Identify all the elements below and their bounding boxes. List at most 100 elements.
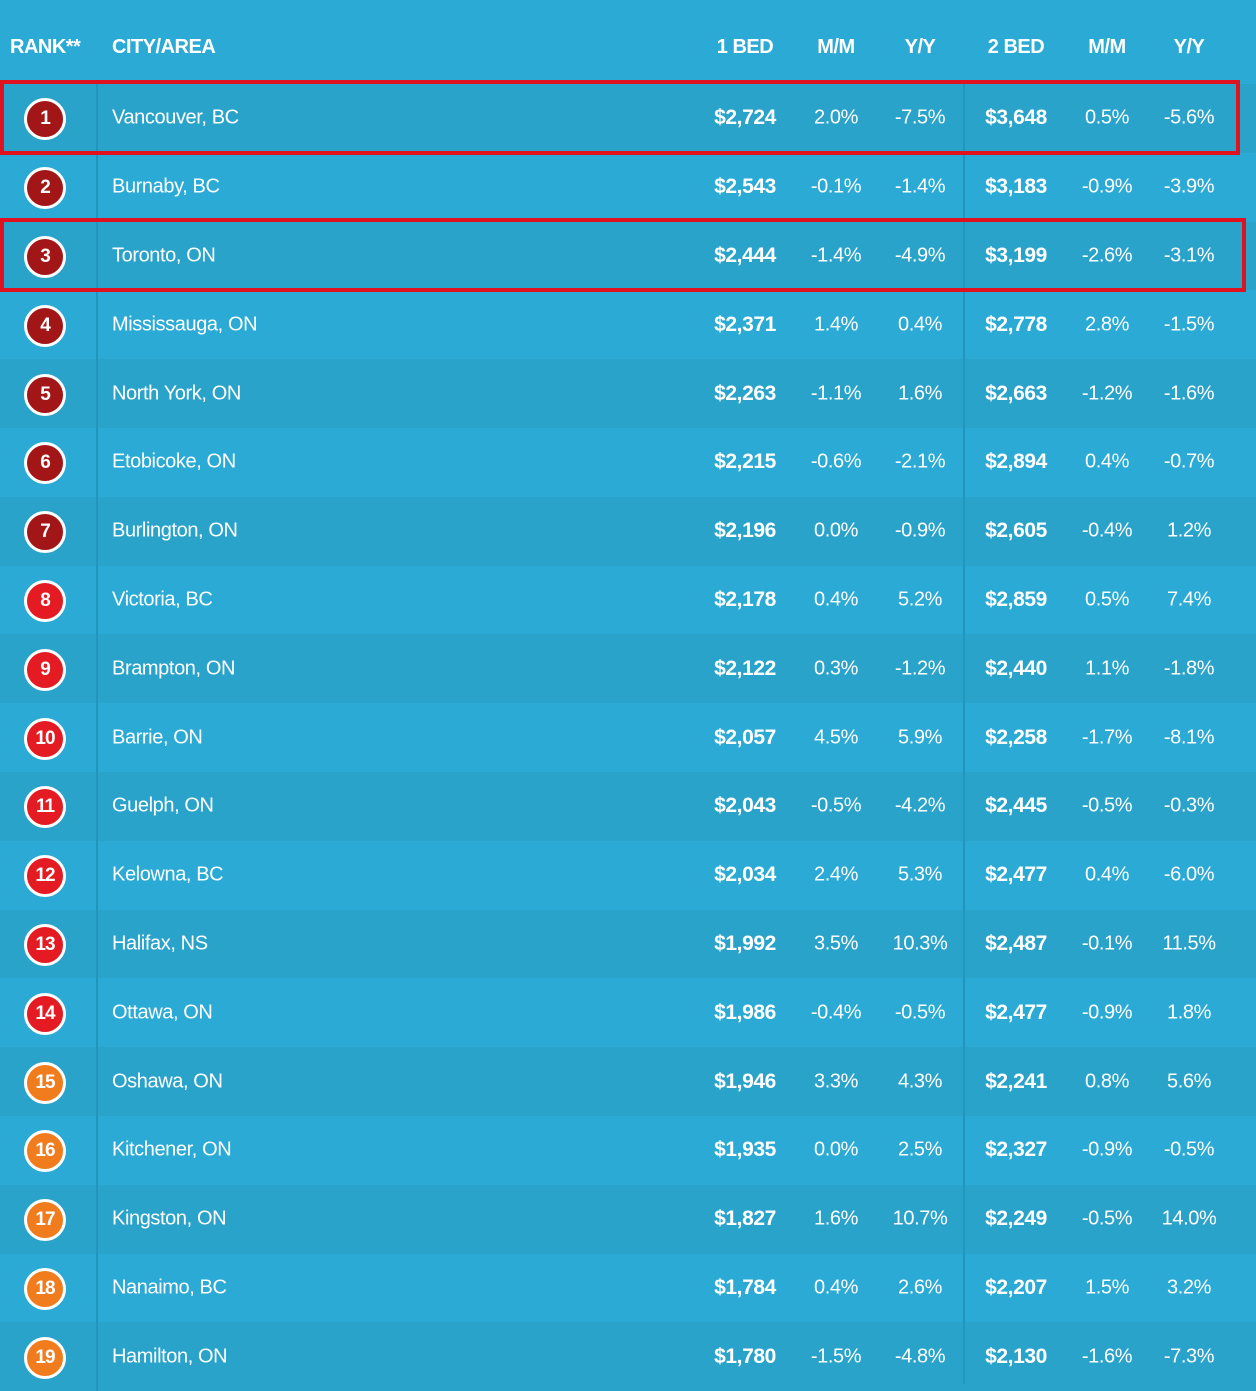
one-bed-month-change: 0.4% (814, 588, 858, 611)
rank-badge: 15 (24, 1061, 66, 1104)
table-row: 5 North York, ON $2,263 -1.1% 1.6% $2,663 -1.2… (0, 359, 1256, 428)
rank-badge: 8 (24, 579, 66, 622)
one-bed-year-change: -4.2% (894, 794, 946, 817)
header-city: CITY/AREA (112, 36, 216, 58)
one-bed-year-change: 4.3% (898, 1070, 942, 1093)
city-name: Burlington, ON (112, 519, 238, 542)
city-name: Toronto, ON (112, 244, 216, 267)
rank-cell: 6 (0, 428, 98, 497)
two-bed-rent: $3,199 (985, 243, 1047, 267)
header-2-bed: 2 BED (987, 36, 1045, 58)
two-bed-month-change: -0.9% (1081, 175, 1133, 198)
rank-cell: 15 (0, 1047, 98, 1116)
two-bed-month-change: 0.5% (1085, 106, 1129, 129)
two-bed-rent: $3,648 (985, 106, 1047, 130)
two-bed-rent: $2,663 (985, 381, 1047, 405)
one-bed-year-change: -1.4% (894, 175, 946, 198)
one-bed-month-change: -1.5% (810, 1345, 862, 1368)
two-bed-month-change: -0.9% (1081, 1001, 1133, 1024)
header-yy-2: Y/Y (1173, 36, 1205, 58)
two-bed-month-change: 0.5% (1085, 588, 1129, 611)
two-bed-month-change: -2.6% (1081, 244, 1133, 267)
one-bed-month-change: -0.6% (810, 450, 862, 473)
header-1-bed: 1 BED (716, 36, 774, 58)
one-bed-rent: $1,946 (714, 1069, 776, 1093)
two-bed-rent: $2,894 (985, 450, 1047, 474)
one-bed-year-change: 10.7% (892, 1207, 948, 1230)
rank-cell: 12 (0, 840, 98, 910)
one-bed-rent: $2,122 (714, 656, 776, 680)
two-bed-year-change: -5.6% (1163, 106, 1215, 129)
rank-cell: 5 (0, 359, 98, 428)
rank-badge: 6 (24, 442, 66, 485)
city-name: Ottawa, ON (112, 1001, 213, 1024)
one-bed-year-change: 2.6% (898, 1276, 942, 1299)
one-bed-month-change: 4.5% (814, 726, 858, 749)
one-bed-year-change: -7.5% (894, 106, 946, 129)
one-bed-year-change: 5.3% (898, 863, 942, 886)
two-bed-year-change: 1.2% (1167, 519, 1211, 542)
column-divider (963, 84, 965, 1384)
one-bed-year-change: 5.9% (898, 726, 942, 749)
table-row: 8 Victoria, BC $2,178 0.4% 5.2% $2,859 0.5% 7.4… (0, 565, 1256, 635)
two-bed-month-change: -1.6% (1081, 1345, 1133, 1368)
table-row: 1 Vancouver, BC $2,724 2.0% -7.5% $3,648 0.5% -… (0, 84, 1256, 153)
rank-cell: 9 (0, 634, 98, 704)
two-bed-year-change: 7.4% (1167, 588, 1211, 611)
two-bed-year-change: 11.5% (1162, 932, 1216, 955)
rank-badge: 5 (24, 373, 66, 416)
one-bed-rent: $2,724 (714, 106, 776, 130)
two-bed-rent: $2,487 (985, 931, 1047, 955)
rank-badge: 17 (24, 1199, 66, 1242)
one-bed-rent: $2,263 (714, 381, 776, 405)
two-bed-year-change: -1.6% (1163, 382, 1215, 405)
one-bed-month-change: 0.4% (814, 1276, 858, 1299)
two-bed-rent: $2,440 (985, 656, 1047, 680)
one-bed-year-change: -0.5% (894, 1001, 946, 1024)
one-bed-rent: $2,215 (714, 450, 776, 474)
rank-badge: 16 (24, 1130, 66, 1173)
rank-cell: 11 (0, 772, 98, 841)
rank-cell: 14 (0, 978, 98, 1048)
one-bed-rent: $1,992 (714, 931, 776, 955)
rank-cell: 8 (0, 565, 98, 635)
city-name: Mississauga, ON (112, 313, 258, 336)
table-header: RANK** CITY/AREA 1 BED M/M Y/Y 2 BED M/M… (0, 0, 1256, 84)
rank-cell: 3 (0, 221, 98, 291)
rank-badge: 9 (24, 648, 66, 691)
one-bed-month-change: 0.0% (814, 519, 858, 542)
rank-badge: 11 (24, 786, 66, 829)
one-bed-rent: $1,935 (714, 1138, 776, 1162)
one-bed-year-change: 0.4% (898, 313, 942, 336)
city-name: Victoria, BC (112, 588, 213, 611)
two-bed-year-change: -7.3% (1163, 1345, 1215, 1368)
rank-cell: 16 (0, 1116, 98, 1185)
rank-badge: 18 (24, 1267, 66, 1310)
rank-cell: 17 (0, 1184, 98, 1254)
two-bed-rent: $2,327 (985, 1138, 1047, 1162)
one-bed-month-change: 2.4% (814, 863, 858, 886)
rank-cell: 4 (0, 290, 98, 360)
one-bed-month-change: 3.3% (814, 1070, 858, 1093)
two-bed-year-change: 5.6% (1167, 1070, 1211, 1093)
two-bed-year-change: -6.0% (1163, 863, 1215, 886)
two-bed-year-change: -0.7% (1163, 450, 1215, 473)
one-bed-month-change: -1.4% (810, 244, 862, 267)
two-bed-year-change: 14.0% (1161, 1207, 1217, 1230)
two-bed-month-change: -0.9% (1081, 1138, 1133, 1161)
city-name: Oshawa, ON (112, 1070, 223, 1093)
two-bed-rent: $2,130 (985, 1344, 1047, 1368)
one-bed-rent: $1,784 (714, 1275, 776, 1299)
city-name: Guelph, ON (112, 794, 214, 817)
two-bed-month-change: 0.4% (1085, 450, 1129, 473)
two-bed-rent: $2,778 (985, 312, 1047, 336)
table-row: 15 Oshawa, ON $1,946 3.3% 4.3% $2,241 0.8% 5.6% (0, 1047, 1256, 1116)
rank-cell: 10 (0, 703, 98, 772)
one-bed-year-change: 1.6% (898, 382, 942, 405)
one-bed-rent: $2,196 (714, 519, 776, 543)
table-row: 18 Nanaimo, BC $1,784 0.4% 2.6% $2,207 1.5% 3.2… (0, 1253, 1256, 1323)
one-bed-year-change: -0.9% (894, 519, 946, 542)
one-bed-rent: $1,986 (714, 1000, 776, 1024)
two-bed-month-change: -0.4% (1081, 519, 1133, 542)
two-bed-month-change: 0.4% (1085, 863, 1129, 886)
